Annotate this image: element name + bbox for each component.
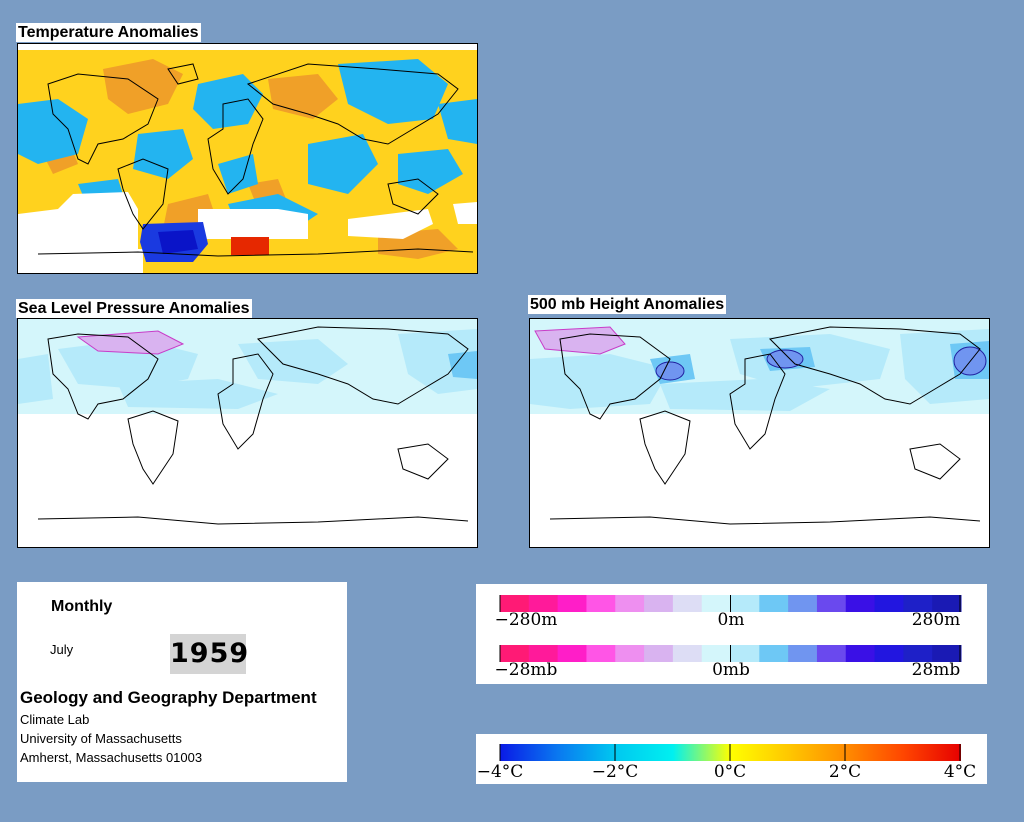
- pressure-swatch: [528, 645, 559, 662]
- height500-anomaly-map: [529, 318, 990, 548]
- year-display: 1959: [170, 634, 248, 674]
- height-swatch: [874, 595, 904, 612]
- address-line: Amherst, Massachusetts 01003: [20, 750, 203, 765]
- pressure-tick-zero: 0mb: [712, 660, 750, 680]
- temp-tick-minus2: −2°C: [591, 762, 639, 782]
- height-swatch: [615, 595, 645, 612]
- pressure-swatch: [788, 645, 818, 662]
- pressure-tick-min: −28mb: [494, 660, 558, 680]
- height-swatch: [932, 595, 962, 612]
- university-name: University of Massachusetts: [20, 731, 182, 746]
- temp-tick-plus2: 2°C: [828, 762, 862, 782]
- temp-tick-plus4: 4°C: [943, 762, 977, 782]
- pressure-swatch: [586, 645, 616, 662]
- height-swatch: [644, 595, 674, 612]
- temp-tick-zero: 0°C: [713, 762, 747, 782]
- height-swatch: [586, 595, 616, 612]
- period-label: Monthly: [51, 598, 113, 615]
- pressure-swatch: [672, 645, 703, 662]
- pressure-swatch: [730, 645, 760, 662]
- temperature-colorbar: [499, 744, 961, 761]
- pressure-swatch: [816, 645, 847, 662]
- pressure-swatch: [644, 645, 674, 662]
- pressure-swatch: [615, 645, 645, 662]
- temperature-anomaly-map: [17, 43, 478, 274]
- height-swatch: [557, 595, 587, 612]
- height-swatch: [816, 595, 847, 612]
- pressure-swatch: [874, 645, 904, 662]
- month-label: July: [50, 642, 74, 657]
- temp-tick-minus4: −4°C: [476, 762, 524, 782]
- pressure-swatch: [932, 645, 962, 662]
- height-colorbar: [499, 595, 962, 662]
- height-tick-max: 280m: [911, 610, 961, 630]
- pressure-swatch: [759, 645, 789, 662]
- pressure-swatch: [500, 645, 530, 662]
- pressure-swatch: [701, 645, 731, 662]
- height-swatch: [672, 595, 703, 612]
- slp-panel-title: Sea Level Pressure Anomalies: [16, 299, 252, 318]
- temperature-legend: −4°C −2°C 0°C 2°C 4°C: [476, 734, 987, 784]
- department-name: Geology and Geography Department: [20, 688, 317, 707]
- pressure-tick-max: 28mb: [911, 660, 961, 680]
- height-pressure-legend: −280m 0m 280m −28mb 0mb 28mb: [476, 584, 987, 684]
- height-swatch: [903, 595, 933, 612]
- temperature-panel-title: Temperature Anomalies: [16, 23, 201, 42]
- height-swatch: [701, 595, 731, 612]
- height500-panel-title: 500 mb Height Anomalies: [528, 295, 727, 314]
- pressure-swatch: [557, 645, 587, 662]
- height-swatch: [759, 595, 789, 612]
- height-swatch: [500, 595, 530, 612]
- lab-name: Climate Lab: [20, 712, 90, 727]
- slp-anomaly-map: [17, 318, 478, 548]
- height-swatch: [845, 595, 876, 612]
- pressure-swatch: [903, 645, 933, 662]
- height-swatch: [528, 595, 559, 612]
- height-swatch: [788, 595, 818, 612]
- pressure-swatch: [845, 645, 876, 662]
- height-tick-zero: 0m: [717, 610, 745, 630]
- info-panel: Monthly July 1959 Geology and Geography …: [17, 582, 347, 782]
- height-tick-min: −280m: [494, 610, 558, 630]
- height-swatch: [730, 595, 760, 612]
